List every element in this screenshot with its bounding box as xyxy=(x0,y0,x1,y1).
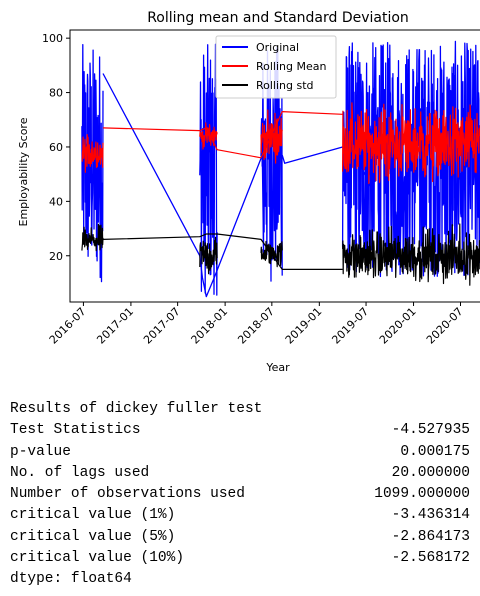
output-row-value: -2.864173 xyxy=(391,528,470,545)
output-row-label: p-value xyxy=(10,443,71,460)
output-row: Test Statistics -4.527935 xyxy=(10,420,470,441)
series-line-rolling-mean xyxy=(342,102,480,185)
rolling-stats-chart: Rolling mean and Standard Deviation Empl… xyxy=(17,10,480,374)
series-line-rolling-mean xyxy=(199,122,218,150)
x-ticks: 2016-07 2017-01 2017-07 2018-01 2018-07 2019-… xyxy=(47,302,466,347)
y-ticks: 20 40 60 80 100 xyxy=(42,32,70,263)
legend-box xyxy=(215,35,337,99)
output-row-value: -3.436314 xyxy=(391,507,470,524)
y-tick-label: 60 xyxy=(49,141,63,154)
x-axis-label: Year xyxy=(265,361,290,374)
series-line-original xyxy=(341,40,480,278)
output-row: Number of observations used 1099.000000 xyxy=(10,484,470,505)
output-row-label: Test Statistics xyxy=(10,422,141,439)
x-tick-label: 2016-07 xyxy=(47,305,89,347)
chart-title: Rolling mean and Standard Deviation xyxy=(147,10,409,26)
legend-label: Original xyxy=(256,41,299,54)
output-rows: Test Statistics -4.527935 p-value 0.000175 N… xyxy=(10,420,470,569)
output-dtype: dtype: float64 xyxy=(10,571,132,588)
output-row-label: critical value (1%) xyxy=(10,507,176,524)
x-tick-label: 2020-07 xyxy=(424,305,466,347)
plot-frame xyxy=(69,29,480,303)
x-tick-label: 2020-01 xyxy=(377,305,419,347)
x-tick-label: 2019-07 xyxy=(329,305,371,347)
series-line-rolling-std xyxy=(342,223,480,286)
output-row-label: critical value (5%) xyxy=(10,528,176,545)
series-line-rolling-mean xyxy=(260,109,283,164)
series-line-rolling-std xyxy=(199,236,218,275)
output-row: critical value (5%) -2.864173 xyxy=(10,527,470,548)
y-tick-label: 80 xyxy=(49,87,63,100)
output-row-value: 0.000175 xyxy=(400,443,470,460)
x-tick-label: 2018-07 xyxy=(235,305,277,347)
series-line-rolling-std xyxy=(102,233,343,270)
output-row-value: -2.568172 xyxy=(391,550,470,567)
series-line-rolling-mean xyxy=(81,134,104,173)
series-line-rolling-mean xyxy=(102,110,343,159)
dickey-fuller-output: Results of dickey fuller test Test Stati… xyxy=(10,399,470,591)
output-row: No. of lags used 20.000000 xyxy=(10,463,470,484)
output-row-value: 20.000000 xyxy=(391,464,470,481)
output-row-value: -4.527935 xyxy=(391,422,470,439)
x-tick-label: 2017-07 xyxy=(141,305,183,347)
output-header: Results of dickey fuller test xyxy=(10,401,263,417)
x-tick-label: 2019-01 xyxy=(283,305,325,347)
y-tick-label: 40 xyxy=(49,195,63,208)
output-row: critical value (1%) -3.436314 xyxy=(10,505,470,526)
series-line-rolling-std xyxy=(260,240,283,268)
legend: Original Rolling Mean Rolling std xyxy=(215,35,337,99)
output-row: p-value 0.000175 xyxy=(10,442,470,463)
y-tick-label: 20 xyxy=(49,250,63,263)
legend-label: Rolling Mean xyxy=(256,60,326,73)
legend-label: Rolling std xyxy=(256,79,314,92)
output-row-value: 1099.000000 xyxy=(374,486,470,503)
output-row-label: No. of lags used xyxy=(10,464,150,481)
output-row-label: Number of observations used xyxy=(10,486,245,503)
x-tick-label: 2017-01 xyxy=(94,305,136,347)
y-tick-label: 100 xyxy=(42,32,63,45)
output-row: critical value (10%) -2.568172 xyxy=(10,548,470,569)
series-line-original xyxy=(102,73,265,298)
output-row-label: critical value (10%) xyxy=(10,550,185,567)
x-tick-label: 2018-01 xyxy=(189,305,231,347)
series-layer xyxy=(81,40,480,298)
y-axis-label: Employability Score xyxy=(17,117,30,226)
series-line-rolling-std xyxy=(81,223,104,252)
